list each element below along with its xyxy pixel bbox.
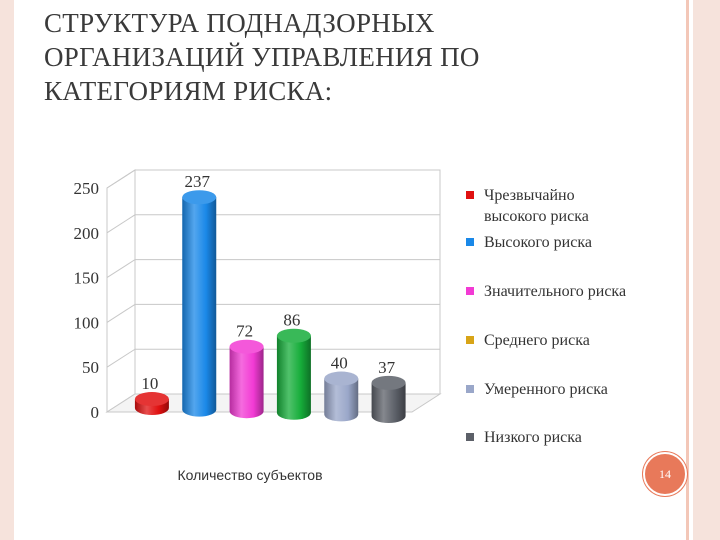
legend-swatch — [466, 433, 474, 441]
title-line-1: СТРУКТУРА ПОДНАДЗОРНЫХ — [44, 8, 435, 38]
left-border — [0, 0, 14, 540]
bar-top-86 — [276, 328, 311, 343]
legend-label: Значительного риска — [484, 283, 626, 300]
y-tick-label: 200 — [74, 224, 100, 243]
slide-title: СТРУКТУРА ПОДНАДЗОРНЫХ ОРГАНИЗАЦИЙ УПРАВ… — [44, 6, 664, 108]
chart-side-wall — [106, 169, 136, 413]
legend-label: Чрезвычайно — [484, 187, 575, 204]
legend-swatch — [466, 238, 474, 246]
legend-label: Умеренного риска — [484, 381, 608, 398]
bar-237 — [182, 197, 217, 417]
legend-swatch — [466, 336, 474, 344]
bar-top-237 — [182, 190, 217, 205]
gridline — [106, 303, 440, 323]
bar-40 — [324, 378, 359, 422]
bar-top-40 — [324, 371, 359, 386]
y-tick-label: 0 — [91, 403, 100, 422]
legend-swatch — [466, 191, 474, 199]
bar-86 — [276, 335, 311, 420]
x-axis-label: Количество субъектов — [177, 467, 322, 483]
bar-top-72 — [229, 339, 264, 354]
y-tick-label: 250 — [74, 179, 100, 198]
title-line-3: КАТЕГОРИЯМ РИСКА: — [44, 76, 333, 106]
page-number-badge: 14 — [643, 452, 687, 496]
legend-label: высокого риска — [484, 208, 589, 225]
bar-top-10 — [134, 392, 169, 407]
right-border-line — [686, 0, 689, 540]
bar-72 — [229, 346, 264, 419]
gridline — [106, 259, 440, 279]
gridline — [106, 348, 440, 368]
legend-label: Среднего риска — [484, 332, 590, 349]
y-tick-label: 50 — [82, 358, 99, 377]
gridline — [106, 214, 440, 234]
gridline — [106, 169, 440, 189]
legend-swatch — [466, 287, 474, 295]
data-label: 86 — [283, 311, 300, 330]
data-label: 10 — [141, 374, 158, 393]
legend-label: Высокого риска — [484, 234, 592, 251]
legend-label: Низкого риска — [484, 429, 582, 446]
bar-37 — [371, 382, 406, 423]
title-line-2: ОРГАНИЗАЦИЙ УПРАВЛЕНИЯ ПО — [44, 42, 480, 72]
right-border — [693, 0, 720, 540]
data-label: 37 — [378, 358, 396, 377]
y-tick-label: 150 — [74, 269, 100, 288]
y-tick-label: 100 — [74, 313, 100, 332]
bar-top-37 — [371, 375, 406, 390]
data-label: 72 — [236, 322, 253, 341]
legend-swatch — [466, 385, 474, 393]
data-label: 237 — [185, 172, 211, 191]
data-label: 40 — [331, 354, 348, 373]
